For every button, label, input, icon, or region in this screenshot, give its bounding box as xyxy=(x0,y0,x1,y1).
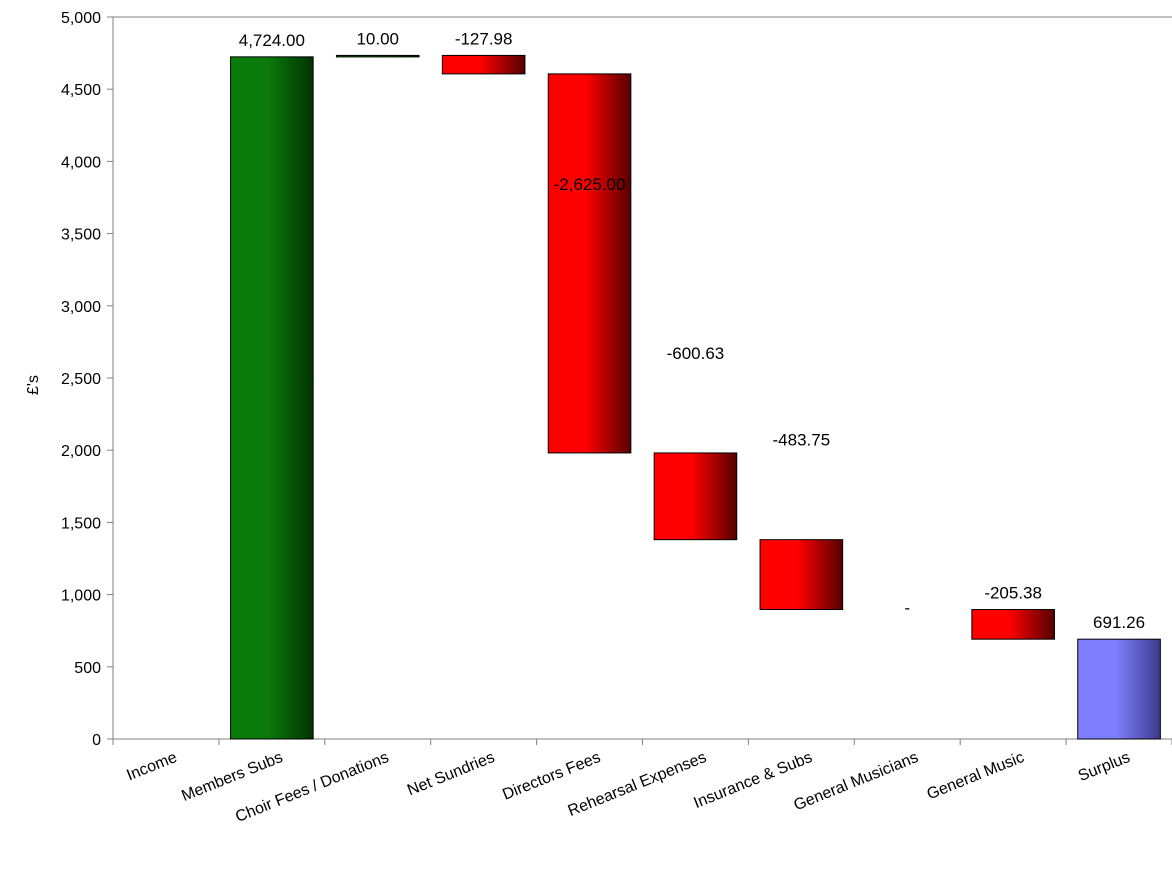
data-label: -483.75 xyxy=(773,431,831,450)
y-tick-label: 5,000 xyxy=(61,10,101,27)
bar-directors-fees xyxy=(547,73,632,454)
data-label: - xyxy=(904,599,910,618)
bar-insurance-subs xyxy=(759,539,844,611)
bar-rehearsal-expenses xyxy=(653,452,738,541)
bar-choir-fees-donations xyxy=(335,54,420,58)
data-label: 691.26 xyxy=(1093,613,1145,632)
y-tick-label: 2,000 xyxy=(61,443,101,460)
y-tick-label: 500 xyxy=(74,660,101,677)
y-axis-title: £'s xyxy=(25,375,42,395)
y-tick-label: 2,500 xyxy=(61,371,101,388)
y-tick-label: 1,000 xyxy=(61,588,101,605)
y-tick-label: 4,500 xyxy=(61,82,101,99)
bar-members-subs xyxy=(230,56,314,740)
data-label: 10.00 xyxy=(356,29,399,48)
x-category-label: Surplus xyxy=(1076,749,1133,785)
y-tick-label: 0 xyxy=(92,732,101,749)
y-tick-label: 3,000 xyxy=(61,299,101,316)
bar-general-music xyxy=(971,609,1055,640)
data-label: -2,625.00 xyxy=(554,175,626,194)
x-category-label: General Music xyxy=(925,749,1027,803)
y-tick-label: 3,500 xyxy=(61,227,101,244)
y-tick-label: 4,000 xyxy=(61,154,101,171)
data-label: -205.38 xyxy=(984,584,1042,603)
bar-surplus xyxy=(1077,638,1161,740)
data-label: -600.63 xyxy=(667,344,725,363)
x-category-label: Net Sundries xyxy=(405,749,497,799)
data-label: 4,724.00 xyxy=(239,31,305,50)
data-label: -127.98 xyxy=(455,29,513,48)
x-category-label: Income xyxy=(124,749,179,784)
y-tick-label: 1,500 xyxy=(61,515,101,532)
bar-net-sundries xyxy=(441,54,526,75)
